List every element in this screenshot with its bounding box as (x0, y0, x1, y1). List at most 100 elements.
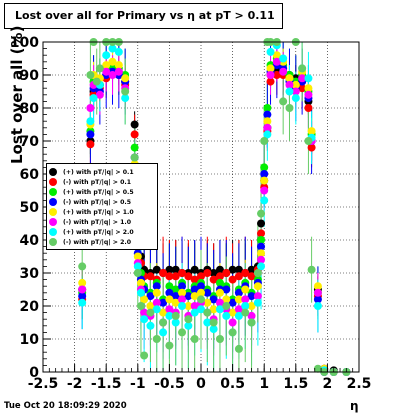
data-point (108, 71, 117, 79)
x-tick-label: 2 (323, 376, 333, 392)
legend-entry: (+) with pT/|q| > 0.5 (49, 187, 134, 197)
data-point (222, 295, 231, 304)
data-point (178, 295, 187, 304)
legend-entry: (+) with pT/|q| > 2.0 (49, 227, 134, 237)
data-point (152, 335, 161, 343)
y-tick-label: 100 (10, 35, 39, 51)
legend-entry: (-) with pT/|q| > 2.0 (49, 237, 131, 247)
data-point (228, 298, 237, 307)
legend-label: (+) with pT/|q| > 0.5 (63, 188, 134, 196)
data-point (159, 269, 168, 277)
data-point (209, 275, 218, 284)
data-point (133, 262, 142, 271)
data-point (222, 269, 231, 277)
data-point (222, 302, 231, 310)
data-point (298, 74, 307, 83)
data-point (209, 318, 218, 327)
data-point (247, 265, 256, 274)
legend-entry: (+) with pT/|q| > 0.1 (49, 167, 134, 177)
data-point (178, 302, 187, 310)
data-point (140, 351, 149, 360)
data-point (197, 295, 205, 304)
legend-marker (49, 168, 57, 176)
legend-label: (-) with pT/|q| > 0.5 (63, 198, 132, 206)
data-point (203, 308, 212, 317)
data-point (95, 90, 104, 99)
data-point (215, 305, 224, 314)
x-tick-label: 1.5 (283, 376, 308, 392)
data-point (165, 305, 174, 314)
data-point (92, 77, 101, 86)
data-point (234, 265, 243, 274)
data-point (260, 137, 269, 145)
data-point (102, 67, 111, 76)
y-tick-label: 20 (20, 299, 40, 315)
data-point (190, 292, 199, 301)
data-point (190, 308, 199, 317)
data-point (152, 282, 161, 291)
data-point (215, 335, 224, 343)
legend-entry: (+) with pT/|q| > 1.0 (49, 207, 134, 217)
timestamp: Tue Oct 20 18:09:29 2020 (4, 401, 127, 411)
data-point (108, 57, 117, 66)
data-point (78, 292, 87, 301)
data-point (304, 137, 313, 145)
y-tick-label: 0 (29, 365, 39, 381)
data-point (304, 84, 313, 93)
data-point (234, 272, 243, 281)
data-point (228, 308, 237, 317)
data-point (247, 302, 256, 310)
data-point (102, 61, 111, 70)
data-point (209, 325, 218, 334)
data-point (209, 269, 218, 277)
data-point (266, 47, 275, 56)
data-point (247, 272, 256, 281)
data-point (178, 288, 187, 297)
data-point (263, 117, 272, 126)
data-point (260, 170, 269, 178)
data-point (140, 295, 149, 304)
data-point (260, 196, 269, 205)
data-point (197, 272, 205, 281)
data-point (152, 288, 161, 297)
data-point (228, 275, 237, 284)
data-point (222, 311, 231, 320)
data-point (152, 298, 161, 307)
data-point (307, 127, 316, 136)
y-axis-label: Lost over all (%) (8, 25, 26, 164)
y-tick-label: 70 (20, 134, 40, 150)
data-point (257, 236, 266, 244)
data-point (108, 44, 117, 53)
y-tick-label: 60 (20, 167, 40, 183)
data-point (257, 209, 266, 218)
data-point (257, 255, 266, 264)
data-point (263, 104, 272, 112)
y-tick-label: 80 (20, 101, 40, 117)
data-point (266, 71, 275, 79)
data-point (266, 64, 275, 73)
data-point (190, 285, 199, 294)
data-point (257, 242, 266, 251)
y-tick-label: 40 (20, 233, 40, 249)
data-point (313, 282, 322, 291)
legend-label: (-) with pT/|q| > 1.0 (63, 218, 132, 226)
legend-marker (49, 238, 57, 246)
data-point (86, 104, 95, 112)
data-point (234, 295, 243, 304)
data-point (171, 265, 180, 274)
data-point (241, 269, 250, 277)
data-point (190, 335, 199, 343)
data-point (228, 328, 237, 337)
data-point (260, 163, 269, 172)
data-point (171, 272, 180, 281)
data-point (95, 64, 104, 73)
data-point (159, 298, 168, 307)
x-tick-label: -0.5 (154, 376, 185, 392)
data-point (285, 74, 294, 83)
data-point (165, 295, 174, 304)
data-point (257, 262, 266, 271)
data-point (313, 302, 322, 310)
legend-marker (49, 208, 57, 216)
x-tick-label: 0.5 (220, 376, 245, 392)
